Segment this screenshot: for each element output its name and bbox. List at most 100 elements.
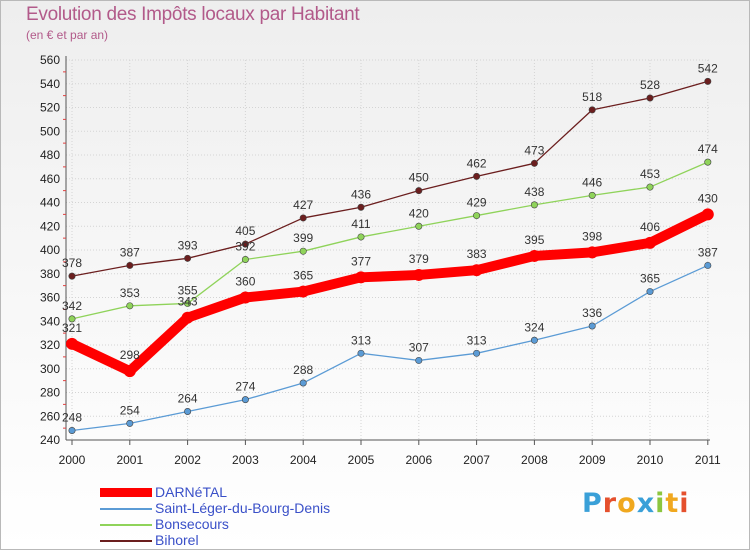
data-point-bonsecours	[126, 302, 134, 310]
y-tick-label: 540	[40, 77, 60, 91]
data-label-bonsecours: 420	[409, 206, 429, 220]
data-point-darn-tal	[701, 208, 714, 221]
data-label-bihorel: 393	[178, 238, 198, 252]
data-point-darn-tal	[528, 249, 541, 262]
data-label-saint-l-ger-du-bourg-denis: 387	[698, 245, 718, 259]
data-label-bonsecours: 438	[524, 185, 544, 199]
x-tick-label: 2003	[232, 453, 259, 467]
data-point-bihorel	[646, 94, 654, 102]
data-label-bonsecours: 342	[62, 299, 82, 313]
legend-swatch-darnetal	[100, 488, 152, 497]
y-tick-label: 240	[40, 433, 60, 447]
data-point-bonsecours	[299, 247, 307, 255]
legend-label: Bihorel	[155, 532, 199, 548]
data-point-saint-l-ger-du-bourg-denis	[704, 261, 712, 269]
data-label-bihorel: 427	[293, 198, 313, 212]
data-point-darn-tal	[66, 337, 78, 350]
data-label-darn-tal: 365	[293, 269, 313, 283]
logo-letter: x	[636, 488, 656, 519]
data-label-saint-l-ger-du-bourg-denis: 307	[409, 340, 429, 354]
data-point-bihorel	[415, 187, 423, 195]
data-point-bihorel	[126, 261, 134, 269]
data-label-darn-tal: 395	[524, 233, 544, 247]
series-line-bonsecours	[71, 161, 709, 320]
y-tick-label: 420	[40, 219, 60, 233]
data-label-saint-l-ger-du-bourg-denis: 336	[582, 306, 602, 320]
data-label-bihorel: 528	[640, 78, 660, 92]
data-label-bihorel: 518	[582, 90, 602, 104]
data-label-saint-l-ger-du-bourg-denis: 254	[120, 403, 140, 417]
x-tick-label: 2000	[59, 453, 86, 467]
data-point-bonsecours	[704, 158, 712, 166]
logo-letter: P	[582, 488, 603, 519]
data-label-saint-l-ger-du-bourg-denis: 264	[178, 392, 198, 406]
y-tick-label: 480	[40, 148, 60, 162]
x-tick-label: 2006	[405, 453, 432, 467]
data-point-saint-l-ger-du-bourg-denis	[473, 349, 481, 357]
y-tick-label: 520	[40, 101, 60, 115]
chart-subtitle: (en € et par an)	[26, 28, 109, 42]
data-label-bonsecours: 399	[293, 231, 313, 245]
data-label-saint-l-ger-du-bourg-denis: 313	[351, 333, 371, 347]
data-point-saint-l-ger-du-bourg-denis	[646, 288, 654, 296]
chart-title: Evolution des Impôts locaux par Habitant	[26, 4, 360, 25]
legend-swatch-bonsecours	[100, 524, 152, 526]
data-label-bonsecours: 353	[120, 286, 140, 300]
data-point-darn-tal	[644, 236, 656, 249]
legend-swatch-bihorel	[100, 540, 152, 542]
logo-letter: i	[679, 488, 690, 519]
data-label-bonsecours: 446	[582, 175, 602, 189]
data-point-darn-tal	[470, 264, 483, 277]
x-tick-label: 2001	[116, 453, 143, 467]
x-tick-label: 2007	[463, 453, 490, 467]
y-tick-label: 320	[40, 338, 60, 352]
x-tick-label: 2011	[695, 453, 721, 467]
legend-label: Bonsecours	[155, 516, 229, 532]
y-tick-label: 280	[40, 386, 60, 400]
data-point-darn-tal	[297, 285, 310, 298]
data-label-darn-tal: 383	[467, 247, 487, 261]
data-label-darn-tal: 377	[351, 254, 371, 268]
data-label-saint-l-ger-du-bourg-denis: 365	[640, 272, 660, 286]
legend-item-bihorel: Bihorel	[100, 532, 420, 548]
data-point-bihorel	[588, 106, 596, 114]
legend-item-bonsecours: Bonsecours	[100, 516, 420, 532]
data-point-bonsecours	[184, 299, 192, 307]
x-tick-label: 2009	[579, 453, 606, 467]
series-line-darn-tal	[67, 209, 713, 377]
data-label-bihorel: 387	[120, 245, 140, 259]
data-label-bonsecours: 474	[698, 142, 718, 156]
y-tick-label: 360	[40, 291, 60, 305]
data-label-darn-tal: 430	[698, 191, 718, 205]
data-label-bihorel: 462	[467, 156, 487, 170]
y-tick-label: 380	[40, 267, 60, 281]
data-point-bonsecours	[357, 233, 365, 241]
y-tick-label: 300	[40, 362, 60, 376]
x-tick-label: 2002	[174, 453, 201, 467]
legend: DARNéTAL Saint-Léger-du-Bourg-Denis Bons…	[100, 484, 420, 548]
data-point-bihorel	[184, 254, 192, 262]
data-label-bihorel: 436	[351, 187, 371, 201]
logo-letter: r	[602, 488, 618, 519]
logo-letter: o	[617, 488, 637, 519]
data-point-bihorel	[357, 203, 365, 211]
x-tick-label: 2010	[637, 453, 664, 467]
data-label-saint-l-ger-du-bourg-denis: 248	[62, 411, 82, 425]
data-label-darn-tal: 343	[178, 295, 198, 309]
legend-label: Saint-Léger-du-Bourg-Denis	[155, 500, 331, 516]
proxiti-logo: Proxiti	[582, 488, 690, 519]
data-point-darn-tal	[355, 271, 367, 284]
data-point-saint-l-ger-du-bourg-denis	[415, 356, 423, 364]
y-tick-label: 500	[40, 124, 60, 138]
data-label-bihorel: 405	[235, 224, 255, 238]
data-label-bonsecours: 453	[640, 167, 660, 181]
data-label-bihorel: 450	[409, 171, 429, 185]
data-point-darn-tal	[412, 268, 425, 281]
legend-label: DARNéTAL	[155, 484, 228, 500]
data-label-saint-l-ger-du-bourg-denis: 288	[293, 363, 313, 377]
data-point-darn-tal	[123, 365, 136, 378]
data-point-bihorel	[68, 272, 76, 280]
data-label-bonsecours: 429	[467, 196, 487, 210]
data-label-darn-tal: 406	[640, 220, 660, 234]
